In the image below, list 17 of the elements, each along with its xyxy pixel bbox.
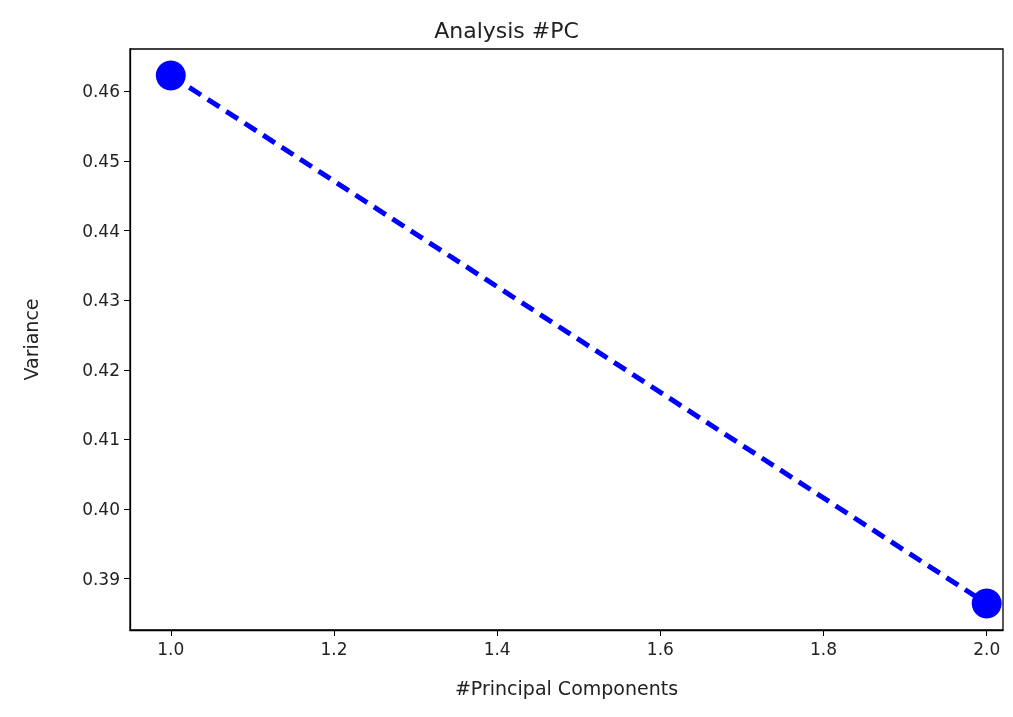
y-tick-label: 0.39 — [82, 568, 120, 589]
x-tick-label: 1.6 — [646, 638, 674, 659]
y-tick-label: 0.41 — [82, 429, 120, 450]
x-tick-label: 1.8 — [809, 638, 838, 659]
x-tick-label: 1.2 — [320, 638, 348, 659]
chart-title: Analysis #PC — [434, 17, 579, 43]
y-tick-label: 0.42 — [82, 359, 120, 380]
y-axis-title: Variance — [19, 298, 42, 381]
y-tick-label: 0.40 — [82, 498, 120, 519]
y-tick-label: 0.44 — [82, 220, 120, 241]
y-tick-label: 0.46 — [82, 81, 120, 102]
x-axis-title: #Principal Components — [454, 676, 679, 699]
x-tick-label: 1.4 — [483, 638, 511, 659]
y-tick-label: 0.43 — [82, 290, 120, 311]
x-tick-label: 2.0 — [973, 638, 1001, 659]
x-tick-label: 1.0 — [157, 638, 185, 659]
y-tick-label: 0.45 — [82, 151, 120, 172]
